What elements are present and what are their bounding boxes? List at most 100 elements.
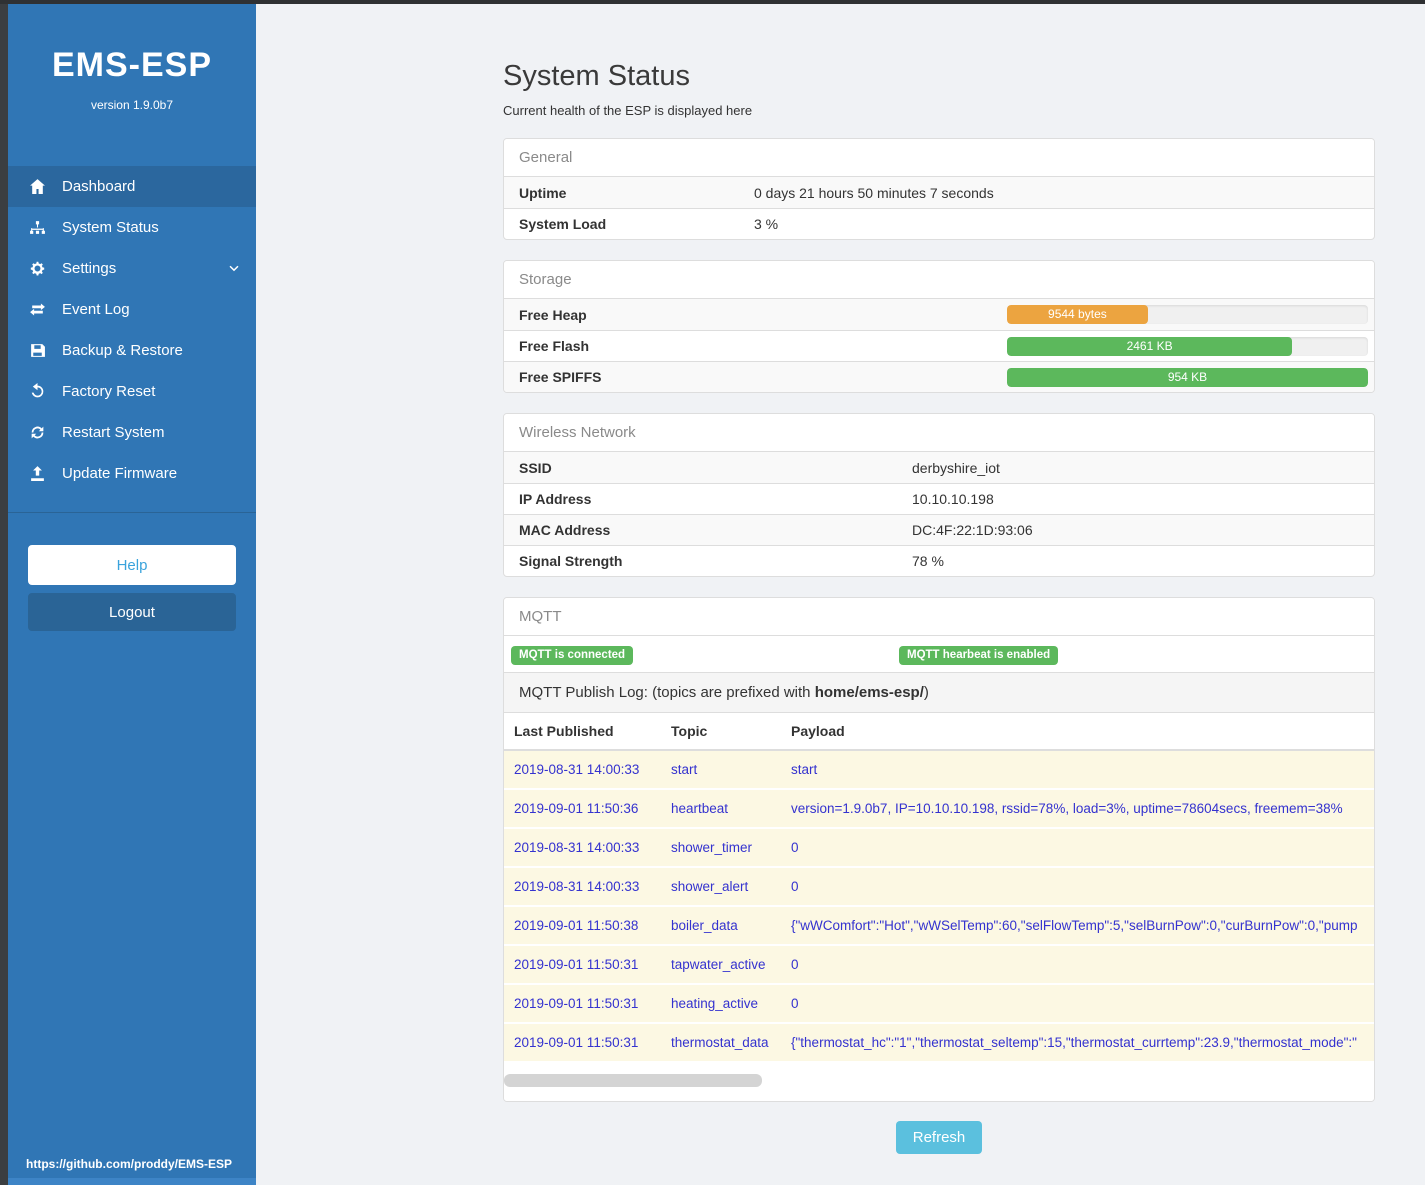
logout-button[interactable]: Logout	[28, 593, 236, 631]
row-value: 3 %	[754, 216, 779, 232]
sidebar-item-event-log[interactable]: Event Log	[8, 289, 256, 330]
free-flash-progressbar: 2461 KB	[1007, 336, 1368, 356]
mqtt-badges-row: MQTT is connected MQTT hearbeat is enabl…	[504, 636, 1374, 673]
sidebar-item-label: Settings	[62, 260, 117, 277]
row-label: Uptime	[519, 184, 567, 201]
cell-payload: start	[791, 762, 818, 777]
row-value: 0 days 21 hours 50 minutes 7 seconds	[754, 184, 994, 201]
cell-topic: heartbeat	[671, 801, 729, 816]
progressbar-fill: 954 KB	[1007, 367, 1368, 387]
horizontal-scrollbar-thumb[interactable]	[504, 1074, 762, 1087]
chevron-down-icon	[228, 262, 240, 279]
cell-topic: shower_timer	[671, 840, 753, 855]
sidebar-item-settings[interactable]: Settings	[8, 248, 256, 289]
wireless-row-ip: IP Address 10.10.10.198	[504, 483, 1374, 514]
general-row-uptime: Uptime 0 days 21 hours 50 minutes 7 seco…	[504, 177, 1374, 208]
sidebar-item-label: Event Log	[62, 301, 130, 318]
table-row: 2019-09-01 11:50:38 boiler_data {"wWComf…	[504, 906, 1374, 945]
exchange-icon	[26, 301, 48, 318]
cell-topic: boiler_data	[671, 918, 738, 933]
general-panel: General Uptime 0 days 21 hours 50 minute…	[503, 138, 1375, 240]
wireless-panel-title: Wireless Network	[504, 414, 1374, 452]
row-label: Free SPIFFS	[519, 369, 602, 385]
storage-row-free-heap: Free Heap 9544 bytes	[504, 299, 1374, 330]
sidebar-item-label: Backup & Restore	[62, 342, 183, 359]
undo-icon	[26, 383, 48, 400]
row-value: derbyshire_iot	[912, 459, 1000, 476]
row-label: SSID	[519, 459, 552, 476]
table-row: 2019-08-31 14:00:33 shower_timer 0	[504, 828, 1374, 867]
github-link[interactable]: https://github.com/proddy/EMS-ESP	[26, 1157, 232, 1171]
progressbar-fill: 9544 bytes	[1007, 305, 1148, 324]
sidebar-item-label: Factory Reset	[62, 383, 156, 400]
save-icon	[26, 342, 48, 359]
page-subtitle: Current health of the ESP is displayed h…	[503, 103, 753, 118]
cell-time: 2019-09-01 11:50:36	[514, 801, 639, 816]
sidebar-item-system-status[interactable]: System Status	[8, 207, 256, 248]
page-title: System Status	[503, 60, 690, 92]
cell-topic: start	[671, 762, 698, 777]
general-row-system-load: System Load 3 %	[504, 208, 1374, 239]
row-label: System Load	[519, 216, 607, 232]
column-header-topic: Topic	[661, 713, 781, 751]
table-row: 2019-08-31 14:00:33 start start	[504, 750, 1374, 789]
cell-topic: heating_active	[671, 996, 759, 1011]
refresh-button[interactable]: Refresh	[895, 1121, 983, 1154]
wireless-row-signal: Signal Strength 78 %	[504, 545, 1374, 576]
mqtt-publish-log-label: MQTT Publish Log: (topics are prefixed w…	[504, 673, 1374, 713]
sidebar: EMS-ESP version 1.9.0b7 Dashboard System…	[8, 4, 256, 1185]
help-button[interactable]: Help	[28, 545, 236, 585]
general-panel-title: General	[504, 139, 1374, 177]
sidebar-nav: Dashboard System Status Settings Event L…	[8, 166, 256, 494]
cell-time: 2019-09-01 11:50:31	[514, 996, 639, 1011]
table-scroll-area	[504, 1061, 1374, 1101]
refresh-icon	[26, 424, 48, 441]
cell-topic: tapwater_active	[671, 957, 766, 972]
cell-time: 2019-09-01 11:50:31	[514, 1035, 639, 1050]
table-row: 2019-09-01 11:50:36 heartbeat version=1.…	[504, 789, 1374, 828]
mqtt-heartbeat-badge: MQTT hearbeat is enabled	[899, 646, 1059, 665]
sidebar-item-label: Dashboard	[62, 178, 136, 195]
cell-payload: 0	[791, 840, 799, 855]
row-label: Free Flash	[519, 338, 590, 354]
row-label: Free Heap	[519, 306, 587, 323]
cell-payload: version=1.9.0b7, IP=10.10.10.198, rssid=…	[791, 801, 1343, 816]
app-title: EMS-ESP	[51, 46, 213, 84]
row-value: 10.10.10.198	[912, 491, 994, 507]
mqtt-connected-badge: MQTT is connected	[511, 646, 634, 665]
publish-log-suffix: )	[923, 684, 929, 701]
table-header-row: Last Published Topic Payload	[504, 713, 1374, 751]
cell-time: 2019-08-31 14:00:33	[514, 879, 640, 894]
free-spiffs-progressbar: 954 KB	[1007, 367, 1368, 387]
row-value: 78 %	[912, 553, 944, 569]
mqtt-publish-log-table: Last Published Topic Payload 2019-08-31 …	[504, 713, 1374, 1061]
sitemap-icon	[26, 219, 48, 236]
row-label: IP Address	[519, 491, 592, 507]
cell-payload: {"wWComfort":"Hot","wWSelTemp":60,"selFl…	[791, 918, 1358, 933]
sidebar-item-backup-restore[interactable]: Backup & Restore	[8, 330, 256, 371]
table-row: 2019-09-01 11:50:31 tapwater_active 0	[504, 945, 1374, 984]
sidebar-item-label: Restart System	[62, 424, 165, 441]
app-version: version 1.9.0b7	[90, 98, 174, 112]
window-left-edge	[0, 0, 8, 1185]
sidebar-item-update-firmware[interactable]: Update Firmware	[8, 453, 256, 494]
cell-time: 2019-08-31 14:00:33	[514, 762, 640, 777]
sidebar-item-label: Update Firmware	[62, 465, 178, 482]
cell-payload: 0	[791, 879, 799, 894]
row-value: DC:4F:22:1D:93:06	[912, 522, 1033, 538]
cell-time: 2019-08-31 14:00:33	[514, 840, 640, 855]
window-top-edge	[0, 0, 1425, 4]
table-row: 2019-08-31 14:00:33 shower_alert 0	[504, 867, 1374, 906]
storage-row-free-flash: Free Flash 2461 KB	[504, 330, 1374, 361]
table-row: 2019-09-01 11:50:31 heating_active 0	[504, 984, 1374, 1023]
sidebar-item-dashboard[interactable]: Dashboard	[8, 166, 256, 207]
column-header-last-published: Last Published	[504, 713, 661, 751]
row-label: Signal Strength	[519, 553, 623, 569]
sidebar-item-restart-system[interactable]: Restart System	[8, 412, 256, 453]
cell-topic: thermostat_data	[671, 1035, 769, 1050]
sidebar-item-factory-reset[interactable]: Factory Reset	[8, 371, 256, 412]
main-content: System Status Current health of the ESP …	[256, 4, 1425, 1185]
cell-topic: shower_alert	[671, 879, 749, 894]
mqtt-panel: MQTT MQTT is connected MQTT hearbeat is …	[503, 597, 1375, 1102]
sidebar-bottom-strip	[8, 1178, 256, 1185]
